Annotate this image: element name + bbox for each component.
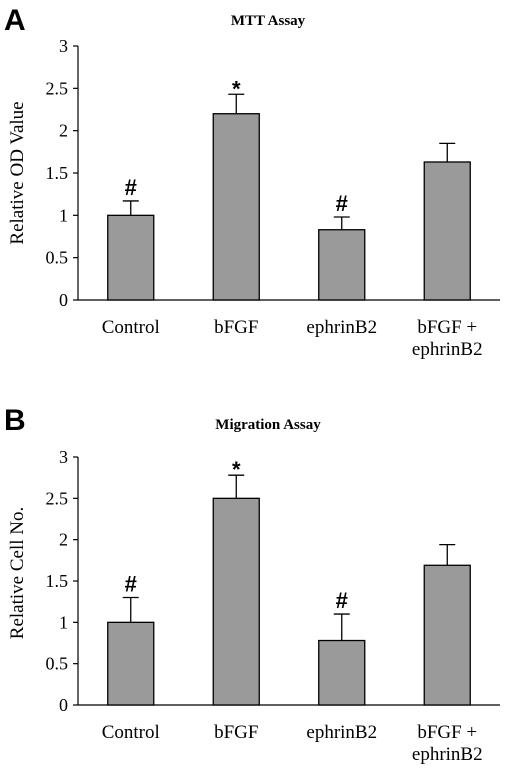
significance-marker: #: [125, 175, 137, 200]
y-tick-label: 0.5: [46, 654, 69, 674]
x-tick-label: bFGF +: [417, 722, 477, 743]
chart-title: MTT Assay: [231, 13, 306, 29]
significance-marker: *: [232, 457, 241, 482]
bar: [212, 113, 260, 301]
significance-marker: *: [232, 76, 241, 101]
x-tick-label: ephrinB2: [306, 722, 377, 743]
y-axis-label: Relative Cell No.: [7, 507, 28, 639]
x-tick-label: ephrinB2: [306, 317, 377, 338]
bar: [107, 214, 155, 301]
bar: [107, 621, 155, 706]
migration-assay-panel: B Migration Assay Relative Cell No. 0 0.5…: [0, 385, 520, 770]
panel-label: B: [4, 404, 26, 437]
y-tick-label: 3: [59, 447, 68, 467]
y-tick-label: 2.5: [46, 488, 69, 508]
y-tick-label: 1: [59, 612, 68, 632]
y-tick-label: 0: [59, 290, 68, 310]
mtt-assay-chart: A MTT Assay Relative OD Value 0 0.5 1 1.5 2 2…: [4, 4, 500, 360]
y-tick-label: 2: [59, 121, 68, 141]
y-tick-label: 2.5: [46, 78, 69, 98]
x-tick-label: Control: [102, 317, 160, 338]
panel-label: A: [4, 4, 26, 37]
x-tick-label: bFGF +: [417, 317, 477, 338]
mtt-assay-panel: A MTT Assay Relative OD Value 0 0.5 1 1.5 2 2…: [4, 4, 500, 360]
bar: [212, 497, 260, 706]
y-tick-label: 1.5: [46, 163, 69, 183]
bar: [423, 161, 471, 301]
y-tick-label: 3: [59, 36, 68, 56]
migration-assay-chart: B Migration Assay Relative Cell No. 0 0.5…: [4, 404, 500, 765]
x-tick-label: ephrinB2: [412, 744, 483, 765]
x-tick-label: ephrinB2: [412, 339, 483, 360]
significance-marker: #: [125, 572, 137, 597]
chart-title: Migration Assay: [215, 417, 321, 433]
significance-marker: #: [336, 191, 348, 216]
significance-marker: #: [336, 588, 348, 613]
y-tick-label: 0: [59, 695, 68, 715]
bar: [318, 639, 366, 706]
y-tick-label: 2: [59, 530, 68, 550]
x-tick-label: Control: [102, 722, 160, 743]
y-axis-label: Relative OD Value: [7, 101, 28, 244]
y-tick-label: 0.5: [46, 248, 69, 268]
x-tick-label: bFGF: [214, 722, 258, 743]
bar: [423, 564, 471, 706]
y-tick-label: 1.5: [46, 571, 69, 591]
y-tick-label: 1: [59, 205, 68, 225]
x-tick-label: bFGF: [214, 317, 258, 338]
bar: [318, 229, 366, 301]
